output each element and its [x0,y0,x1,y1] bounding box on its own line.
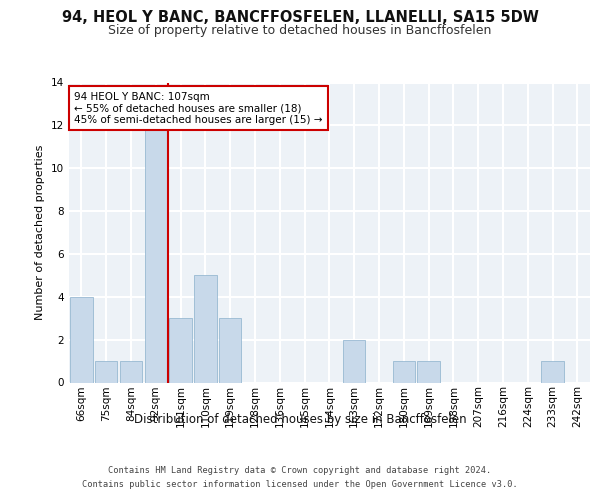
Bar [541,361,564,382]
Y-axis label: Number of detached properties: Number of detached properties [35,145,46,320]
Text: Distribution of detached houses by size in Bancffosfelen: Distribution of detached houses by size … [134,412,466,426]
Bar [219,318,241,382]
Text: Contains public sector information licensed under the Open Government Licence v3: Contains public sector information licen… [82,480,518,489]
Bar [169,318,192,382]
Text: Contains HM Land Registry data © Crown copyright and database right 2024.: Contains HM Land Registry data © Crown c… [109,466,491,475]
Bar [343,340,365,382]
Bar [95,361,118,382]
Text: 94, HEOL Y BANC, BANCFFOSFELEN, LLANELLI, SA15 5DW: 94, HEOL Y BANC, BANCFFOSFELEN, LLANELLI… [62,10,538,25]
Bar [194,276,217,382]
Bar [418,361,440,382]
Bar [120,361,142,382]
Text: 94 HEOL Y BANC: 107sqm
← 55% of detached houses are smaller (18)
45% of semi-det: 94 HEOL Y BANC: 107sqm ← 55% of detached… [74,92,323,124]
Bar [145,126,167,382]
Bar [70,297,92,382]
Text: Size of property relative to detached houses in Bancffosfelen: Size of property relative to detached ho… [109,24,491,37]
Bar [392,361,415,382]
